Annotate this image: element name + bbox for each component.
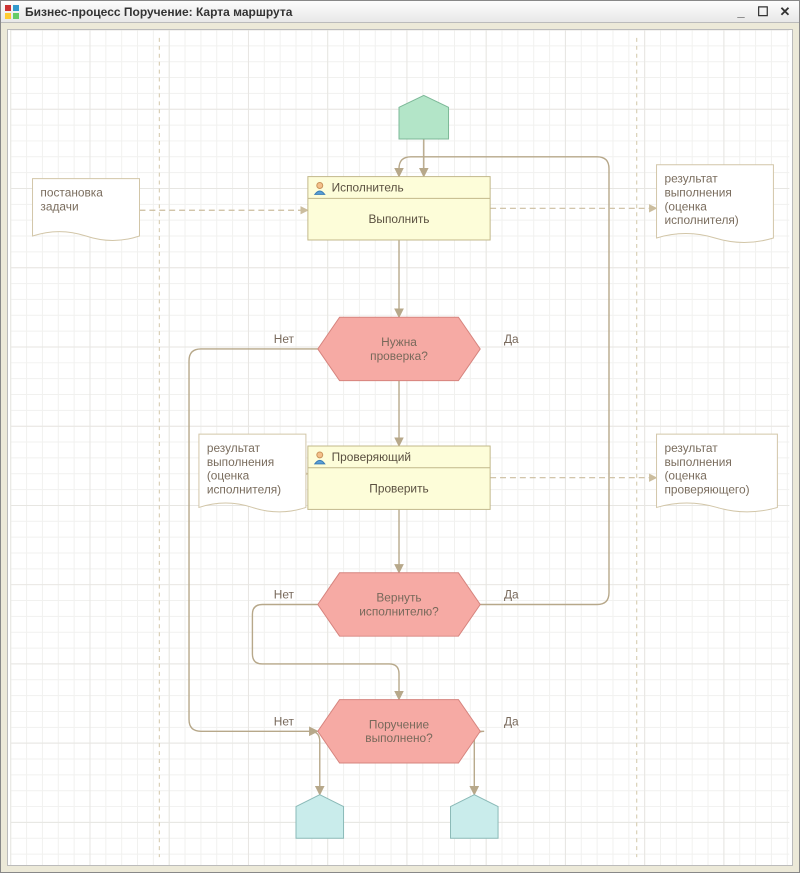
svg-text:исполнителю?: исполнителю? — [359, 604, 439, 618]
svg-text:постановка: постановка — [40, 185, 103, 199]
user-icon — [317, 183, 323, 189]
window-title: Бизнес-процесс Поручение: Карта маршрута — [25, 5, 292, 19]
svg-text:Да: Да — [504, 332, 519, 346]
svg-text:результат: результат — [664, 441, 718, 455]
svg-text:Да: Да — [504, 588, 519, 602]
flow-edge — [474, 731, 484, 794]
svg-text:выполнено?: выполнено? — [365, 731, 433, 745]
svg-text:Нет: Нет — [274, 714, 295, 728]
svg-text:Да: Да — [504, 714, 519, 728]
flow-edge — [189, 349, 318, 731]
svg-text:Нужна: Нужна — [381, 335, 417, 349]
svg-text:выполнения: выполнения — [664, 185, 731, 199]
svg-text:результат: результат — [207, 441, 261, 455]
svg-text:Вернуть: Вернуть — [376, 591, 421, 605]
svg-text:Исполнитель: Исполнитель — [332, 180, 404, 194]
minimize-button[interactable]: _ — [731, 4, 751, 20]
svg-text:проверка?: проверка? — [370, 349, 428, 363]
canvas-container: Исполнитель Выполнить Нужнапроверка? Провер… — [1, 23, 799, 872]
app-icon — [5, 5, 19, 19]
svg-text:Проверяющий: Проверяющий — [332, 450, 411, 464]
svg-text:выполнения: выполнения — [664, 455, 731, 469]
svg-text:исполнителя): исполнителя) — [664, 213, 738, 227]
diagram-canvas[interactable]: Исполнитель Выполнить Нужнапроверка? Провер… — [7, 29, 793, 866]
svg-text:исполнителя): исполнителя) — [207, 483, 281, 497]
svg-text:Проверить: Проверить — [369, 482, 428, 496]
svg-text:Нет: Нет — [274, 332, 295, 346]
titlebar[interactable]: Бизнес-процесс Поручение: Карта маршрута… — [1, 1, 799, 23]
flowchart-diagram: Исполнитель Выполнить Нужнапроверка? Провер… — [8, 30, 792, 865]
maximize-button[interactable]: ☐ — [753, 4, 773, 20]
end-node-no[interactable] — [296, 795, 344, 839]
svg-text:(оценка: (оценка — [664, 199, 707, 213]
svg-text:Нет: Нет — [274, 588, 295, 602]
svg-text:(оценка: (оценка — [207, 469, 250, 483]
app-window: Бизнес-процесс Поручение: Карта маршрута… — [0, 0, 800, 873]
svg-text:(оценка: (оценка — [664, 469, 707, 483]
user-icon — [317, 452, 323, 458]
svg-text:выполнения: выполнения — [207, 455, 274, 469]
svg-text:проверяющего): проверяющего) — [664, 483, 749, 497]
svg-text:результат: результат — [664, 172, 718, 186]
svg-text:задачи: задачи — [40, 199, 78, 213]
close-button[interactable]: ✕ — [775, 4, 795, 20]
svg-text:Выполнить: Выполнить — [369, 212, 430, 226]
svg-text:Поручение: Поручение — [369, 717, 430, 731]
end-node-yes[interactable] — [451, 795, 499, 839]
